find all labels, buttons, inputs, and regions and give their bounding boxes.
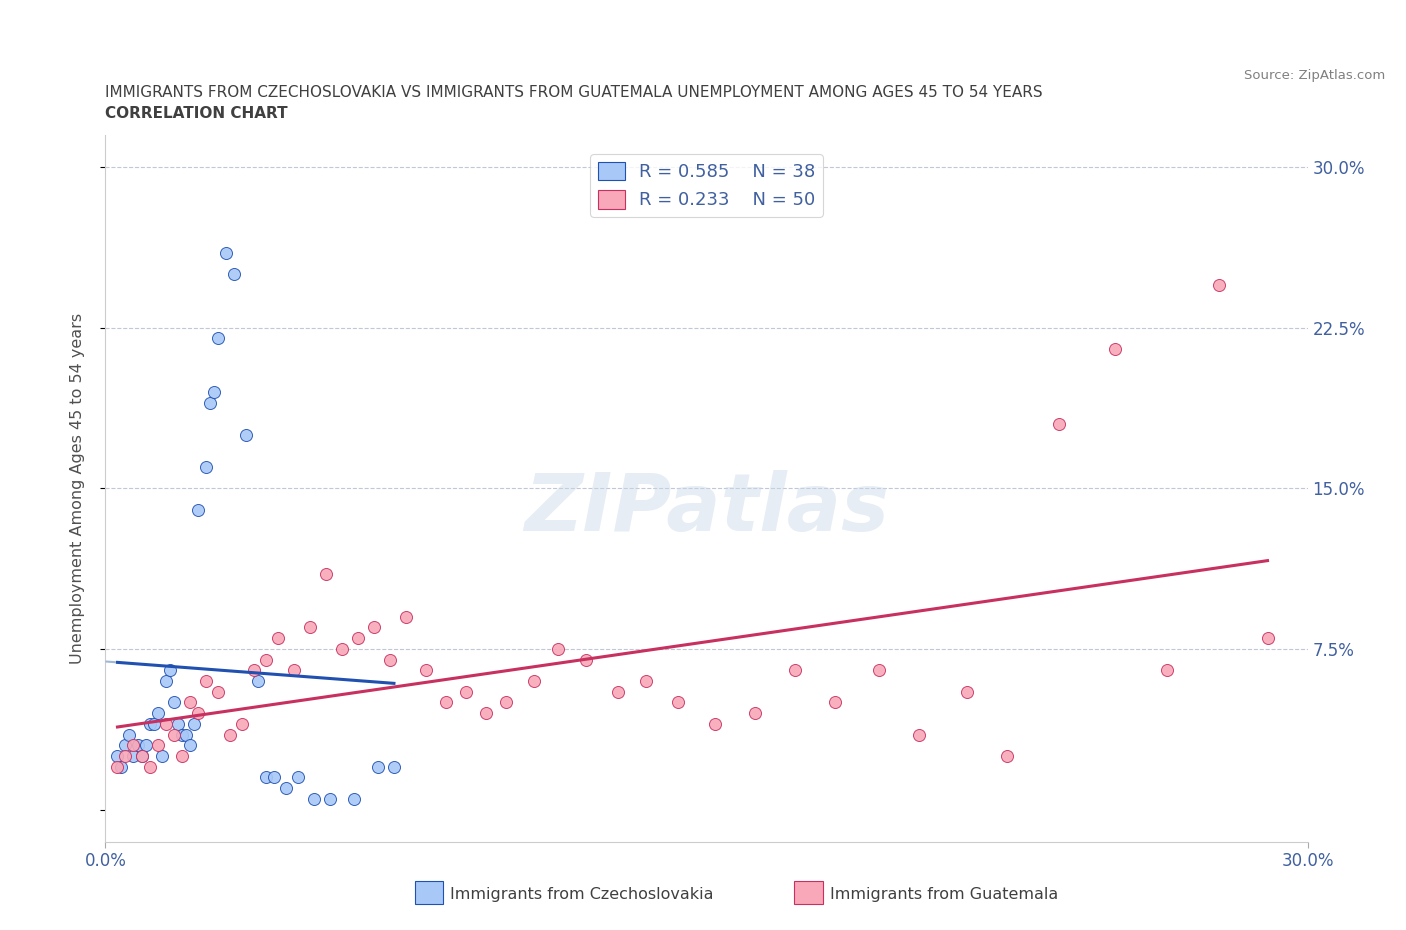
Legend: R = 0.585    N = 38, R = 0.233    N = 50: R = 0.585 N = 38, R = 0.233 N = 50	[591, 154, 823, 217]
Point	[214, 246, 236, 260]
Text: Source: ZipAtlas.com: Source: ZipAtlas.com	[1244, 69, 1385, 82]
Point	[235, 427, 257, 442]
Point	[607, 684, 630, 699]
Point	[146, 737, 169, 752]
Point	[122, 737, 145, 752]
Point	[298, 620, 321, 635]
Point	[242, 663, 264, 678]
Point	[127, 737, 149, 752]
Point	[170, 749, 193, 764]
Point	[783, 663, 806, 678]
Point	[995, 749, 1018, 764]
Text: Immigrants from Czechoslovakia: Immigrants from Czechoslovakia	[450, 887, 713, 902]
Point	[908, 727, 931, 742]
Point	[207, 684, 229, 699]
Point	[155, 673, 177, 688]
Text: Immigrants from Guatemala: Immigrants from Guatemala	[830, 887, 1057, 902]
Point	[454, 684, 477, 699]
Point	[330, 642, 353, 657]
Point	[135, 737, 157, 752]
Point	[382, 759, 405, 774]
Point	[150, 749, 173, 764]
Point	[254, 770, 277, 785]
Point	[415, 663, 437, 678]
Point	[434, 695, 457, 710]
Point	[343, 791, 366, 806]
Point	[107, 759, 129, 774]
Point	[114, 749, 136, 764]
Point	[1257, 631, 1279, 645]
Text: CORRELATION CHART: CORRELATION CHART	[105, 106, 288, 121]
Point	[114, 737, 136, 752]
Point	[636, 673, 658, 688]
Point	[159, 663, 181, 678]
Point	[146, 706, 169, 721]
Point	[263, 770, 285, 785]
Point	[302, 791, 325, 806]
Point	[131, 749, 153, 764]
Point	[495, 695, 517, 710]
Point	[475, 706, 498, 721]
Point	[179, 695, 201, 710]
Point	[283, 663, 305, 678]
Point	[187, 502, 209, 517]
Point	[824, 695, 846, 710]
Point	[703, 716, 725, 731]
Point	[162, 695, 184, 710]
Point	[166, 716, 188, 731]
Point	[1047, 417, 1070, 432]
Point	[1104, 341, 1126, 356]
Point	[162, 727, 184, 742]
Point	[267, 631, 290, 645]
Point	[668, 695, 690, 710]
Text: ZIPatlas: ZIPatlas	[524, 471, 889, 549]
Point	[315, 566, 337, 581]
Point	[287, 770, 309, 785]
Point	[523, 673, 546, 688]
Point	[131, 749, 153, 764]
Point	[183, 716, 205, 731]
Point	[378, 652, 401, 667]
Point	[218, 727, 240, 742]
Point	[110, 759, 132, 774]
Point	[347, 631, 370, 645]
Point	[868, 663, 890, 678]
Point	[231, 716, 253, 731]
Point	[122, 749, 145, 764]
Y-axis label: Unemployment Among Ages 45 to 54 years: Unemployment Among Ages 45 to 54 years	[70, 312, 84, 664]
Point	[187, 706, 209, 721]
Point	[547, 642, 569, 657]
Point	[254, 652, 277, 667]
Point	[319, 791, 342, 806]
Point	[744, 706, 766, 721]
Point	[170, 727, 193, 742]
Point	[575, 652, 598, 667]
Point	[363, 620, 385, 635]
Point	[194, 459, 217, 474]
Point	[246, 673, 269, 688]
Point	[198, 395, 221, 410]
Point	[194, 673, 217, 688]
Point	[207, 331, 229, 346]
Point	[202, 384, 225, 399]
Point	[222, 267, 245, 282]
Point	[274, 780, 297, 795]
Point	[155, 716, 177, 731]
Point	[138, 759, 160, 774]
Point	[179, 737, 201, 752]
Point	[367, 759, 389, 774]
Point	[142, 716, 165, 731]
Point	[174, 727, 197, 742]
Point	[107, 749, 129, 764]
Point	[1156, 663, 1178, 678]
Point	[118, 727, 141, 742]
Point	[395, 609, 418, 624]
Point	[956, 684, 979, 699]
Text: IMMIGRANTS FROM CZECHOSLOVAKIA VS IMMIGRANTS FROM GUATEMALA UNEMPLOYMENT AMONG A: IMMIGRANTS FROM CZECHOSLOVAKIA VS IMMIGR…	[105, 85, 1043, 100]
Point	[138, 716, 160, 731]
Point	[1208, 277, 1230, 292]
